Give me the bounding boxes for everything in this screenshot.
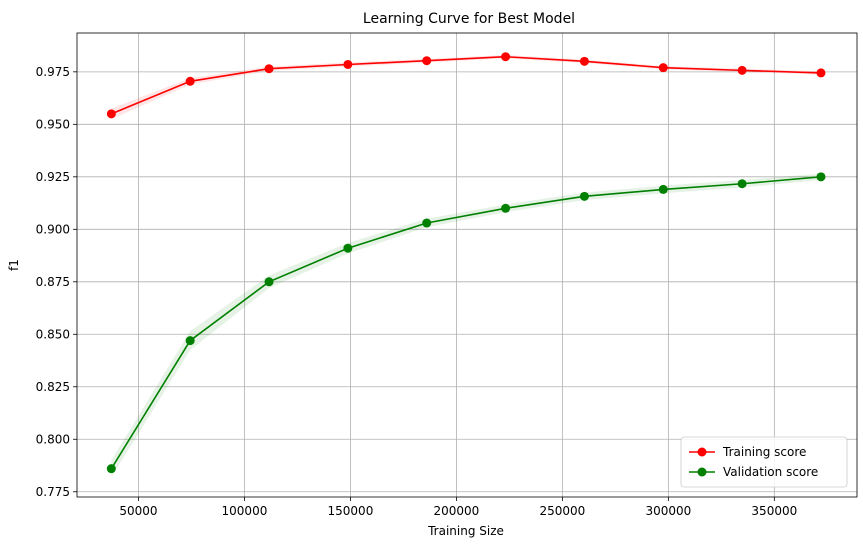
x-tick-label: 100000 bbox=[222, 504, 268, 518]
x-tick-label: 350000 bbox=[751, 504, 797, 518]
legend: Training score Validation score bbox=[680, 436, 848, 488]
std-band bbox=[111, 173, 821, 478]
std-bands bbox=[111, 55, 821, 478]
data-point bbox=[816, 68, 826, 78]
x-tick-label: 200000 bbox=[433, 504, 479, 518]
data-point bbox=[579, 56, 589, 66]
data-point bbox=[185, 336, 195, 346]
data-point bbox=[343, 243, 353, 253]
y-tick-label: 0.975 bbox=[36, 65, 70, 79]
y-tick-label: 0.925 bbox=[36, 170, 70, 184]
x-tick-label: 50000 bbox=[119, 504, 157, 518]
x-tick-label: 250000 bbox=[539, 504, 585, 518]
data-point bbox=[264, 277, 274, 287]
data-point bbox=[658, 184, 668, 194]
y-tick-label: 0.950 bbox=[36, 117, 70, 131]
x-tick-label: 300000 bbox=[645, 504, 691, 518]
data-point bbox=[501, 52, 511, 62]
legend-box bbox=[680, 436, 848, 488]
x-tick-label: 150000 bbox=[328, 504, 374, 518]
legend-label: Training score bbox=[722, 445, 806, 459]
legend-label: Validation score bbox=[723, 465, 818, 479]
series-lines bbox=[106, 52, 826, 474]
data-point bbox=[422, 56, 432, 66]
grid bbox=[77, 33, 857, 497]
data-point bbox=[343, 59, 353, 69]
data-point bbox=[264, 64, 274, 74]
plot-frame bbox=[76, 32, 858, 498]
legend-marker bbox=[697, 447, 707, 457]
data-point bbox=[106, 109, 116, 119]
data-point bbox=[422, 218, 432, 228]
y-tick-label: 0.775 bbox=[36, 485, 70, 499]
chart-title: Learning Curve for Best Model bbox=[363, 11, 575, 27]
y-tick-label: 0.850 bbox=[36, 327, 70, 341]
data-point bbox=[737, 65, 747, 75]
data-point bbox=[106, 464, 116, 474]
series-line bbox=[111, 55, 821, 115]
data-point bbox=[816, 172, 826, 182]
axes: 50000 100000 150000 200000 250000 300000 35000… bbox=[36, 65, 798, 518]
series-line bbox=[110, 176, 822, 470]
data-point bbox=[579, 191, 589, 201]
data-point bbox=[658, 63, 668, 73]
data-point bbox=[501, 203, 511, 213]
std-band bbox=[111, 55, 821, 120]
y-tick-label: 0.825 bbox=[36, 380, 70, 394]
data-point bbox=[185, 76, 195, 86]
x-axis-label: Training Size bbox=[427, 524, 504, 538]
y-tick-label: 0.875 bbox=[36, 275, 70, 289]
legend-marker bbox=[697, 467, 707, 477]
y-tick-label: 0.900 bbox=[36, 222, 70, 236]
y-tick-label: 0.800 bbox=[36, 432, 70, 446]
data-point bbox=[737, 179, 747, 189]
y-axis-label: f1 bbox=[7, 259, 21, 271]
